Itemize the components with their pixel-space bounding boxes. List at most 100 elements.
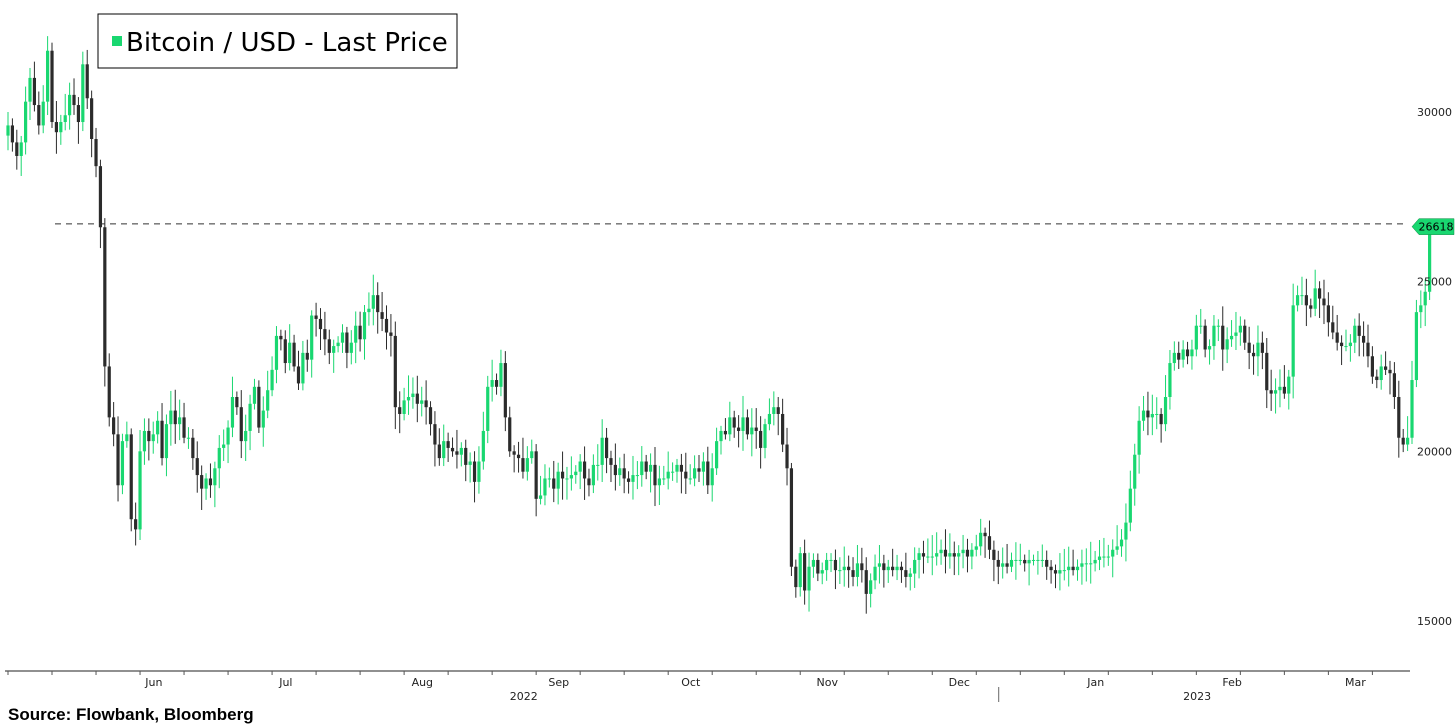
candle-body	[1401, 437, 1405, 445]
candle-body	[169, 410, 173, 425]
candle-body	[442, 441, 446, 459]
candle-body	[481, 430, 485, 462]
candle-body	[200, 475, 204, 489]
candle-body	[1177, 352, 1181, 360]
candle-body	[1150, 413, 1154, 418]
candle-body	[886, 566, 890, 571]
candle-body	[437, 444, 441, 459]
candle-body	[882, 563, 886, 571]
candle-body	[1251, 352, 1256, 357]
candle-body	[393, 335, 397, 408]
candle-body	[1062, 570, 1066, 572]
candle-body	[983, 532, 987, 537]
candle-body	[904, 570, 908, 577]
candle-body	[591, 464, 595, 486]
candle-body	[552, 478, 556, 489]
candle-body	[596, 464, 600, 466]
candle-body	[538, 495, 543, 499]
candle-body	[411, 393, 415, 397]
candle-body	[670, 471, 675, 473]
candle-body	[1357, 325, 1361, 336]
candle-body	[578, 461, 582, 472]
candle-body	[323, 329, 327, 340]
candle-body	[697, 468, 701, 472]
candle-body	[825, 559, 829, 571]
candle-body	[525, 458, 529, 472]
candle-body	[490, 380, 494, 387]
candle-body	[261, 410, 265, 428]
candle-body	[59, 122, 63, 133]
candle-body	[952, 553, 956, 557]
candle-body	[772, 407, 776, 414]
candle-body	[63, 115, 67, 123]
candle-body	[81, 64, 85, 123]
candle-body	[899, 566, 904, 571]
candle-body	[847, 566, 851, 571]
candle-body	[116, 434, 120, 486]
candle-body	[305, 352, 309, 360]
candle-body	[239, 407, 243, 442]
candle-body	[349, 342, 353, 353]
candle-body	[684, 471, 688, 479]
candle-body	[626, 478, 631, 482]
candle-body	[125, 434, 129, 442]
candle-body	[789, 468, 794, 567]
candle-body	[186, 437, 191, 439]
candle-body	[1080, 563, 1084, 567]
candle-body	[292, 342, 296, 367]
candle-body	[1291, 305, 1295, 377]
candle-body	[719, 430, 723, 442]
candle-body	[767, 413, 772, 425]
candle-body	[781, 413, 785, 445]
candle-body	[794, 566, 798, 588]
candle-body	[1300, 295, 1304, 297]
candle-body	[1124, 522, 1128, 540]
candle-body	[723, 430, 728, 435]
candle-body	[1256, 342, 1260, 357]
candle-body	[1383, 366, 1388, 370]
candle-body	[1199, 325, 1203, 327]
candle-body	[1379, 366, 1383, 381]
candle-body	[98, 166, 103, 228]
y-tick-label: 25000	[1417, 276, 1452, 289]
candle-body	[785, 444, 789, 469]
candle-body	[1410, 380, 1414, 438]
candle-body	[776, 407, 780, 414]
candle-body	[1163, 397, 1168, 425]
candle-body	[455, 451, 459, 455]
candle-body	[631, 475, 635, 482]
x-tick-label: Oct	[681, 676, 701, 689]
candle-body	[1106, 556, 1110, 558]
candle-body	[547, 478, 551, 480]
candle-body	[948, 553, 952, 557]
candle-body	[208, 478, 213, 486]
candle-body	[1194, 325, 1198, 350]
candle-body	[371, 295, 375, 309]
candle-body	[1119, 539, 1124, 547]
candle-body	[266, 390, 270, 411]
x-tick-label: Aug	[412, 676, 433, 689]
candle-body	[340, 332, 345, 343]
candle-body	[565, 478, 569, 480]
candle-body	[46, 50, 50, 102]
candle-body	[604, 437, 609, 459]
candle-body	[160, 420, 164, 459]
candle-body	[310, 315, 314, 360]
last-price-label: 26618	[1419, 221, 1454, 234]
candle-body	[1392, 373, 1397, 397]
candle-body	[1370, 356, 1374, 377]
candle-body	[1388, 369, 1392, 374]
candle-body	[728, 417, 732, 435]
candle-body	[798, 553, 802, 588]
candle-body	[120, 441, 125, 486]
candle-body	[164, 424, 169, 459]
candle-body	[1053, 570, 1058, 574]
candle-body	[1414, 312, 1419, 381]
candle-body	[1247, 342, 1251, 353]
candle-body	[1005, 563, 1009, 567]
candle-body	[486, 386, 490, 431]
candle-body	[1115, 546, 1119, 550]
candle-body	[336, 342, 340, 347]
candle-body	[877, 563, 882, 567]
x-tick-label: Jul	[278, 676, 292, 689]
